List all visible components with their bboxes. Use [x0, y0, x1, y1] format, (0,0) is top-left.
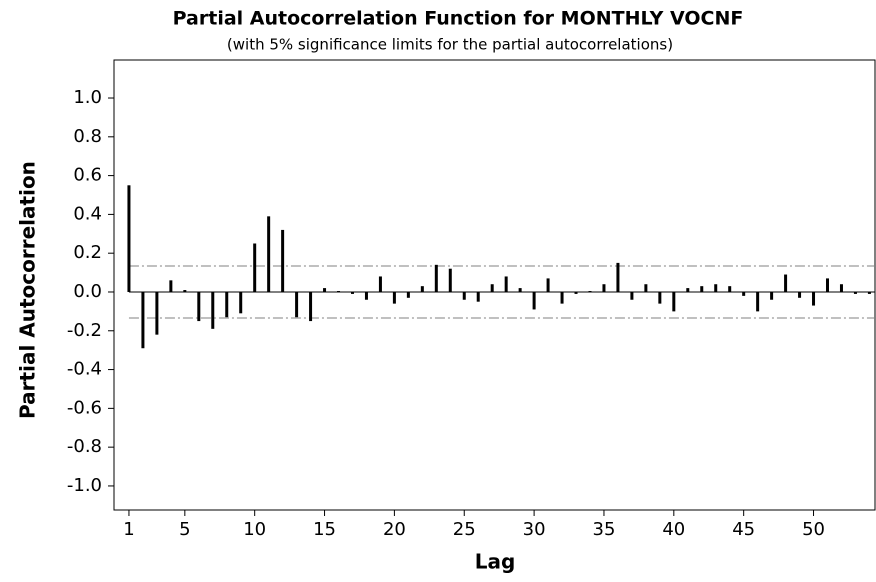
y-tick-label: 0.6: [73, 165, 102, 186]
bar: [546, 278, 550, 292]
x-tick-label: 20: [383, 519, 406, 540]
bar: [728, 286, 732, 292]
bar: [225, 291, 229, 318]
plot-frame: [113, 59, 876, 511]
bar: [420, 286, 424, 292]
bar: [630, 291, 634, 300]
y-tick-label: 0.8: [73, 126, 102, 147]
y-tick-label: 0.2: [73, 242, 102, 263]
y-tick-label: 0.0: [73, 281, 102, 302]
bar: [309, 291, 313, 322]
bar: [602, 284, 606, 292]
bar: [812, 291, 816, 306]
y-tick-label: -1.0: [67, 475, 102, 496]
bar: [784, 274, 788, 292]
x-tick-label: 35: [593, 519, 616, 540]
bar: [141, 291, 145, 349]
chart-title: Partial Autocorrelation Function for MON…: [173, 8, 744, 30]
bar: [532, 291, 536, 310]
bar: [364, 291, 368, 300]
x-tick-label: 10: [243, 519, 266, 540]
bar: [406, 291, 410, 298]
bar: [378, 276, 382, 292]
x-tick-label: 40: [662, 519, 685, 540]
bar: [281, 229, 285, 292]
bar: [169, 280, 173, 292]
bar: [560, 291, 564, 304]
y-tick-label: -0.4: [67, 359, 102, 380]
bar: [295, 291, 299, 318]
y-tick-label: 0.4: [73, 203, 102, 224]
x-tick-label: 30: [523, 519, 546, 540]
y-tick-label: -0.8: [67, 436, 102, 457]
bar: [644, 284, 648, 292]
bar: [211, 291, 215, 329]
x-tick-label: 15: [313, 519, 336, 540]
bar: [658, 291, 662, 304]
bar: [867, 291, 871, 294]
bar: [183, 290, 187, 292]
bar: [337, 291, 341, 292]
bar: [839, 284, 843, 292]
bar: [518, 288, 522, 292]
bar: [504, 276, 508, 292]
chart-subtitle: (with 5% significance limits for the par…: [227, 36, 673, 54]
y-tick-label: -0.2: [67, 320, 102, 341]
bar: [350, 291, 354, 294]
bar: [253, 243, 257, 292]
bar: [770, 291, 774, 300]
bar: [672, 291, 676, 312]
bar: [714, 284, 718, 292]
bar: [616, 262, 620, 292]
x-tick-label: 1: [123, 519, 134, 540]
y-axis-label: Partial Autocorrelation: [16, 161, 40, 419]
bar: [323, 288, 327, 292]
bar: [197, 291, 201, 322]
bar: [756, 291, 760, 312]
bar: [853, 291, 857, 294]
bar: [574, 291, 578, 294]
y-tick-label: -0.6: [67, 397, 102, 418]
x-tick-label: 25: [453, 519, 476, 540]
bar: [588, 291, 592, 292]
y-tick-label: 1.0: [73, 87, 102, 108]
x-tick-label: 50: [802, 519, 825, 540]
bar: [825, 278, 829, 292]
bar: [239, 291, 243, 314]
bar: [476, 291, 480, 302]
bar: [490, 284, 494, 292]
bar: [434, 264, 438, 292]
bar: [700, 286, 704, 292]
bar: [267, 216, 271, 292]
bar: [448, 268, 452, 292]
x-tick-label: 5: [179, 519, 190, 540]
bar: [127, 185, 131, 292]
bar: [742, 291, 746, 296]
bar: [686, 288, 690, 292]
x-axis-label: Lag: [475, 550, 516, 574]
bar: [392, 291, 396, 304]
bar: [798, 291, 802, 298]
x-tick-label: 45: [732, 519, 755, 540]
bar: [462, 291, 466, 300]
bar: [155, 291, 159, 335]
